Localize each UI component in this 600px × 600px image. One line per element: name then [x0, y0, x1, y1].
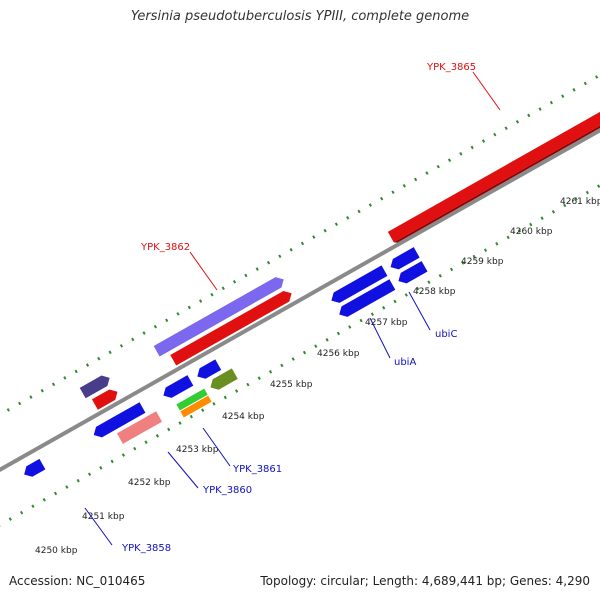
- leader-ubiC: [408, 291, 431, 331]
- tick-label: 4255 kbp: [270, 380, 313, 390]
- feature-ypk-3858-pink[interactable]: [116, 411, 163, 444]
- genome-summary-text: Topology: circular; Length: 4,689,441 bp…: [260, 574, 590, 588]
- tick-label: 4252 kbp: [128, 478, 171, 488]
- feature-tiny-blue[interactable]: [21, 458, 46, 480]
- genome-backbone: [0, 91, 600, 509]
- tick-label: 4260 kbp: [510, 227, 553, 237]
- feature-ypk-3862-red[interactable]: [170, 288, 294, 366]
- leader-ypk-3861: [202, 427, 231, 467]
- leader-ypk-3865: [472, 71, 501, 111]
- leader-ypk-3858: [84, 507, 113, 546]
- tick-label: 4256 kbp: [317, 349, 360, 359]
- label-ypk-3862[interactable]: YPK_3862: [140, 242, 190, 253]
- tick-label: 4253 kbp: [176, 445, 219, 455]
- feature-small-red[interactable]: [91, 387, 121, 410]
- tick-label: 4257 kbp: [365, 318, 408, 328]
- feature-ypk-3860-orange[interactable]: [180, 395, 212, 418]
- tick-label: 4254 kbp: [222, 412, 265, 422]
- label-ypk-3861[interactable]: YPK_3861: [232, 464, 282, 475]
- tick-label: 4250 kbp: [35, 546, 78, 556]
- feature-ubiA-2[interactable]: [336, 279, 396, 319]
- inner-dotted-track: [0, 143, 600, 541]
- label-ypk-3865[interactable]: YPK_3865: [426, 62, 476, 73]
- feature-dark-slate[interactable]: [79, 373, 113, 399]
- label-ubiC[interactable]: ubiC: [435, 329, 457, 340]
- leader-ubiA: [369, 317, 391, 359]
- feature-small-blue-a[interactable]: [194, 359, 222, 381]
- feature-ypk-3862-lavender[interactable]: [153, 274, 287, 357]
- leader-ypk-3860: [167, 451, 199, 489]
- feature-ypk-3858-blue[interactable]: [91, 402, 146, 440]
- feature-small-blue-b[interactable]: [160, 375, 194, 401]
- label-ypk-3858[interactable]: YPK_3858: [121, 543, 171, 554]
- feature-ypk-3860-green[interactable]: [176, 388, 208, 411]
- accession-text: Accession: NC_010465: [9, 574, 146, 588]
- scale-labels: 4250 kbp 4251 kbp 4252 kbp 4253 kbp 4254…: [35, 197, 600, 556]
- label-ubiA[interactable]: ubiA: [394, 357, 416, 368]
- feature-ypk-3865-shadow: [393, 109, 600, 243]
- map-title: Yersinia pseudotuberculosis YPIII, compl…: [130, 9, 470, 24]
- label-ypk-3860[interactable]: YPK_3860: [202, 485, 252, 496]
- tick-label: 4251 kbp: [82, 512, 125, 522]
- tick-label: 4258 kbp: [413, 287, 456, 297]
- feature-ubiC-2[interactable]: [395, 261, 428, 286]
- outer-dotted-track: [0, 59, 600, 457]
- feature-ubiC[interactable]: [388, 247, 420, 272]
- leader-ypk-3862: [189, 251, 218, 291]
- gene-labels: YPK_3865 YPK_3862 ubiA ubiC YPK_3861 YPK…: [84, 62, 501, 554]
- feature-ubiA[interactable]: [328, 265, 388, 305]
- tick-label: 4259 kbp: [461, 257, 504, 267]
- tick-label: 4261 kbp: [560, 197, 600, 207]
- feature-ypk-3865[interactable]: [387, 98, 600, 243]
- map-track-group: [0, 59, 600, 541]
- feature-ypk-3861[interactable]: [207, 368, 238, 392]
